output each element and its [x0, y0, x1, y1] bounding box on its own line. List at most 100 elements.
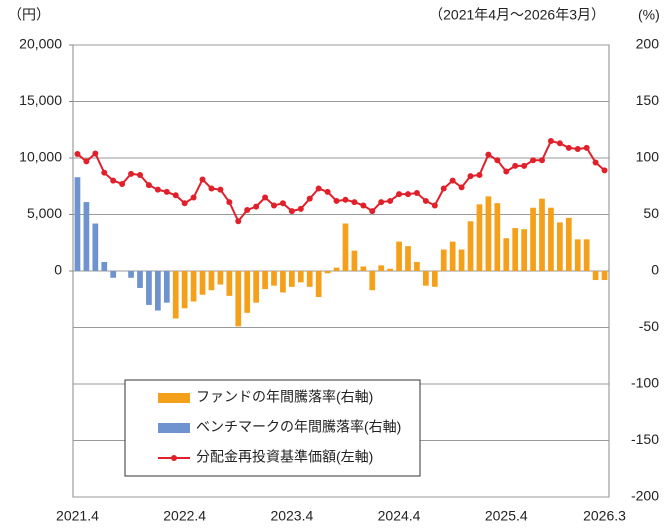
point — [449, 177, 456, 184]
point — [476, 171, 483, 178]
bar — [539, 198, 545, 271]
bar — [128, 271, 134, 278]
line — [76, 139, 606, 224]
x-tick-label: 2025.4 — [485, 508, 528, 524]
x-tick-label: 2022.4 — [163, 508, 206, 524]
point — [74, 151, 81, 158]
y2-tick-label: -50 — [639, 318, 659, 334]
bar — [351, 250, 358, 271]
point — [297, 205, 304, 212]
bar — [297, 271, 304, 283]
point — [315, 185, 322, 192]
point — [387, 197, 394, 204]
point — [110, 177, 117, 184]
y-tick-label: 20,000 — [19, 36, 62, 52]
bar — [101, 261, 108, 271]
point — [503, 168, 510, 175]
point — [217, 186, 224, 193]
bar — [146, 271, 152, 305]
bar — [315, 271, 322, 297]
bar — [565, 217, 572, 271]
bar — [574, 239, 581, 271]
bar — [583, 239, 590, 271]
bar — [155, 271, 161, 311]
bar — [512, 228, 519, 271]
point — [253, 203, 260, 210]
bar — [253, 271, 259, 303]
point — [539, 157, 545, 164]
bar — [74, 177, 81, 271]
point — [494, 157, 501, 164]
bar — [110, 271, 117, 278]
bar — [387, 268, 393, 271]
x-tick-label: 2024.4 — [378, 508, 421, 524]
bar — [226, 271, 233, 296]
bar — [431, 271, 438, 287]
point — [226, 199, 233, 206]
point — [288, 208, 295, 215]
y2-tick-label: 50 — [643, 205, 659, 221]
bar — [592, 271, 599, 281]
point — [405, 191, 411, 198]
bar — [244, 271, 251, 313]
point — [279, 200, 286, 207]
point — [601, 167, 608, 174]
period: （2021年4月～2026年3月） — [429, 7, 605, 23]
point — [101, 169, 108, 176]
y2-tick-label: -200 — [631, 488, 659, 504]
bar — [83, 202, 90, 271]
y-tick-label: 5,000 — [27, 205, 62, 221]
point — [128, 170, 135, 177]
y2-tick-label: 150 — [636, 92, 660, 108]
point — [145, 182, 152, 189]
bar — [271, 271, 277, 286]
point — [467, 173, 474, 180]
point — [547, 138, 554, 145]
point — [163, 188, 170, 195]
bar — [324, 271, 331, 274]
y2-tick-label: 100 — [636, 149, 660, 165]
point — [83, 158, 90, 165]
bar — [217, 271, 224, 285]
bar — [208, 271, 215, 291]
bar — [485, 196, 492, 271]
bar — [440, 249, 447, 271]
point — [333, 197, 340, 204]
point — [342, 196, 349, 203]
point — [592, 159, 599, 166]
point — [235, 218, 242, 225]
point — [556, 140, 563, 147]
bar — [181, 271, 188, 309]
bar — [333, 267, 340, 271]
bar — [137, 271, 143, 288]
y2-tick-label: -150 — [631, 431, 659, 447]
bar — [190, 271, 197, 302]
point — [583, 144, 590, 151]
point — [119, 180, 126, 187]
point — [440, 185, 447, 192]
bar — [262, 271, 268, 290]
y-tick-label: 10,000 — [19, 149, 62, 165]
bar — [503, 238, 510, 271]
bar — [476, 204, 483, 271]
y2-tick-label: 200 — [636, 36, 660, 52]
point — [199, 176, 206, 183]
point — [565, 144, 572, 151]
bar — [235, 271, 242, 327]
bar — [342, 223, 349, 271]
point — [485, 151, 492, 158]
bar — [467, 221, 474, 271]
bar — [458, 249, 465, 271]
point — [208, 185, 215, 192]
bar — [449, 241, 456, 271]
bar — [414, 261, 420, 271]
legend-swatch — [158, 423, 190, 433]
bar — [163, 271, 170, 303]
point — [351, 199, 358, 206]
legend-label: ベンチマークの年間騰落率(右軸) — [196, 419, 401, 435]
point — [574, 145, 581, 152]
bar — [405, 246, 411, 271]
point — [92, 150, 99, 157]
y2-tick-label: 0 — [651, 262, 659, 278]
